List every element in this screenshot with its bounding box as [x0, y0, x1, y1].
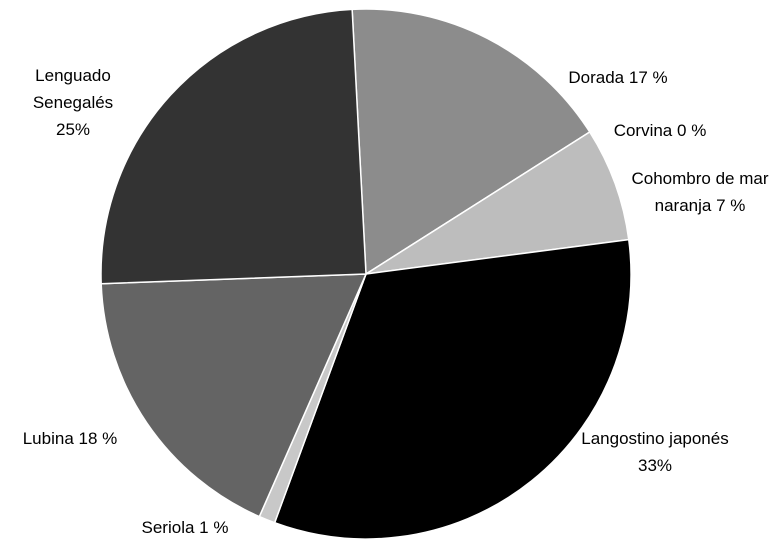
category-label: Dorada [568, 68, 625, 87]
category-label: Cohombro de mar naranja [631, 169, 769, 215]
slice-label: Seriola 1 % [110, 514, 260, 541]
slice-label: Corvina 0 % [590, 117, 730, 144]
slice-label: Dorada 17 % [548, 64, 688, 91]
value-label: 1 % [199, 518, 229, 537]
slice-label: Langostino japonés 33% [580, 425, 730, 479]
category-label: Corvina [613, 121, 673, 140]
category-label: Lenguado Senegalés [32, 66, 114, 112]
pie-slice [100, 273, 368, 518]
slice-label: Lenguado Senegalés 25% [18, 62, 128, 143]
pie-slice [100, 8, 367, 285]
value-label: 0 % [677, 121, 707, 140]
value-label: 18 % [78, 429, 118, 448]
slice-label: Lubina 18 % [0, 425, 140, 452]
value-label: 17 % [628, 68, 668, 87]
category-label: Seriola [141, 518, 195, 537]
category-label: Langostino japonés [581, 429, 729, 448]
category-label: Lubina [22, 429, 74, 448]
pie-slice [365, 130, 630, 275]
value-label: 33% [637, 456, 673, 475]
slice-label: Cohombro de mar naranja 7 % [620, 165, 780, 219]
pie-slice [351, 8, 591, 276]
value-label: 7 % [716, 196, 746, 215]
pie-slice [273, 238, 632, 540]
value-label: 25% [55, 120, 91, 139]
